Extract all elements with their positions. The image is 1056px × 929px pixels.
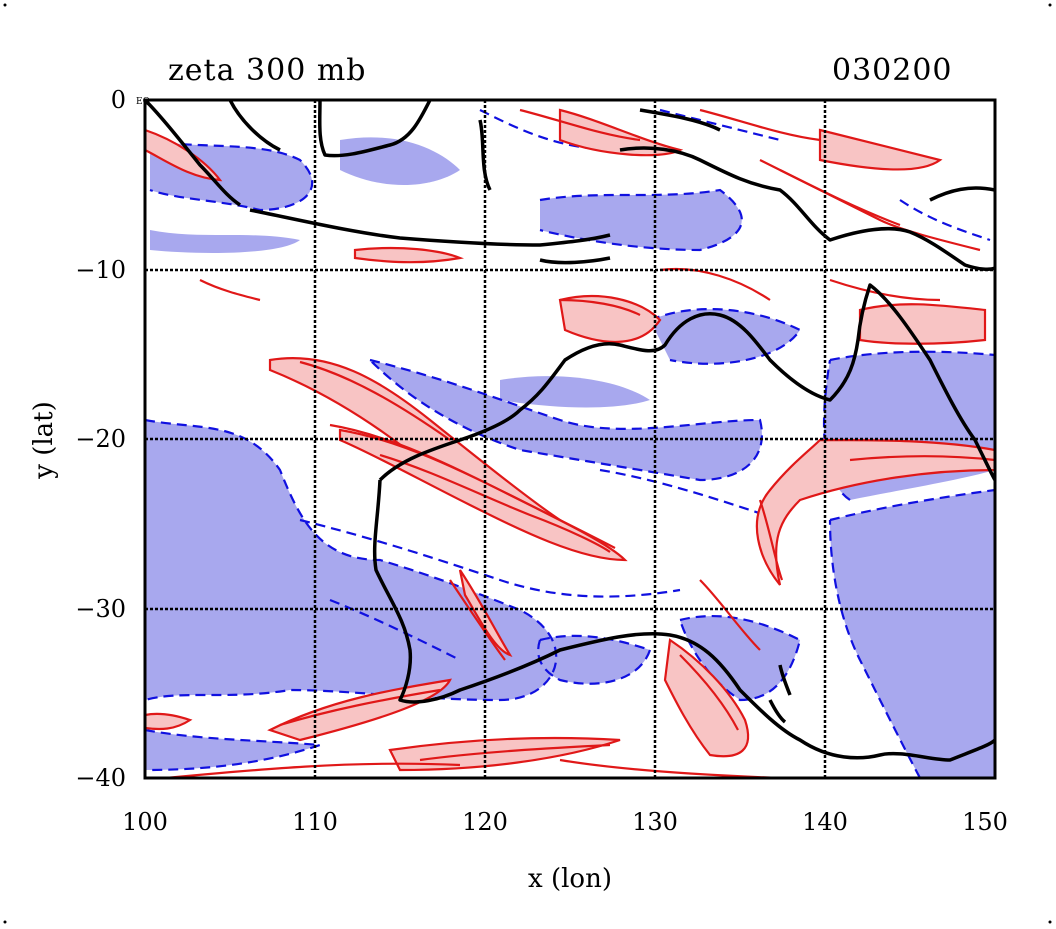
y-tick-label: −20 bbox=[75, 425, 126, 453]
corner-mark bbox=[3, 920, 7, 924]
y-axis-label: y (lat) bbox=[29, 401, 59, 480]
sumatra-java-coast bbox=[145, 100, 241, 207]
y-axis-ticks: 0 −10 −20 −30 −40 bbox=[75, 86, 126, 792]
x-tick-label: 150 bbox=[962, 808, 1008, 836]
y-tick-label: −40 bbox=[75, 764, 126, 792]
x-tick-label: 110 bbox=[292, 808, 338, 836]
x-axis-ticks: 100 110 120 130 140 150 bbox=[122, 808, 1008, 836]
map-title: zeta 300 mb bbox=[168, 53, 367, 88]
coastlines bbox=[145, 100, 995, 762]
sulawesi-coast bbox=[478, 119, 492, 191]
plot-area bbox=[145, 100, 995, 778]
australia-north-coast bbox=[378, 283, 995, 482]
corner-mark bbox=[3, 3, 7, 7]
corner-mark bbox=[1048, 920, 1052, 924]
y-tick-label: 0 bbox=[111, 86, 126, 114]
corner-mark bbox=[1048, 3, 1052, 7]
graticule bbox=[145, 100, 995, 778]
y-tick-label: −10 bbox=[75, 256, 126, 284]
equator-label: EQ bbox=[136, 97, 150, 107]
y-tick-label: −30 bbox=[75, 595, 126, 623]
negative-contours bbox=[145, 108, 995, 778]
x-tick-label: 120 bbox=[462, 808, 508, 836]
map-timestamp: 030200 bbox=[832, 53, 953, 88]
x-tick-label: 130 bbox=[632, 808, 678, 836]
x-axis-label: x (lon) bbox=[528, 864, 612, 894]
australia-coast bbox=[372, 479, 995, 762]
plot-frame bbox=[143, 98, 997, 780]
x-tick-label: 140 bbox=[802, 808, 848, 836]
x-tick-label: 100 bbox=[122, 808, 168, 836]
new-guinea-coast bbox=[619, 146, 995, 271]
borneo-coast bbox=[317, 100, 432, 158]
